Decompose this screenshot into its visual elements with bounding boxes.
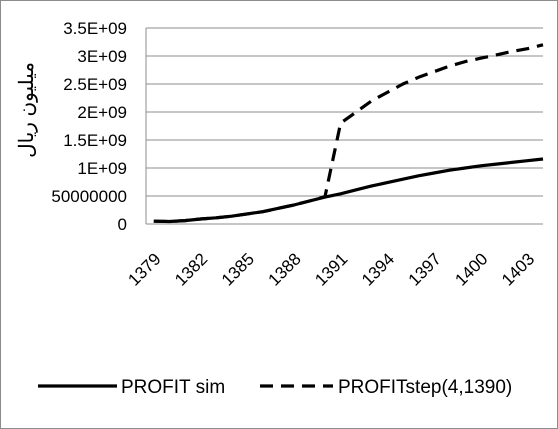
series-line-step	[153, 43, 544, 224]
x-tick-label: 1397	[405, 249, 445, 289]
x-tick-label: 1379	[124, 249, 164, 289]
y-tick-label: 1E+09	[77, 159, 127, 178]
x-tick-label: 1394	[358, 249, 398, 289]
y-tick-label: 3.5E+09	[63, 19, 127, 38]
legend: PROFIT sim PROFITstep(4,1390)	[38, 377, 512, 398]
x-tick-label: 1385	[218, 249, 258, 289]
y-tick-label: 3E+09	[77, 47, 127, 66]
y-tick-label: 50000000	[51, 187, 127, 206]
x-tick-label: 1391	[311, 249, 351, 289]
legend-label: PROFITstep(4,1390)	[338, 377, 512, 398]
y-tick-label: 2E+09	[77, 103, 127, 122]
y-axis-label: میلیون ریال	[16, 62, 38, 158]
x-tick-label: 1403	[498, 249, 538, 289]
x-tick-label: 1382	[171, 249, 211, 289]
x-tick-label: 1400	[451, 249, 491, 289]
y-tick-label: 2.5E+09	[63, 75, 127, 94]
y-tick-label: 0	[118, 215, 127, 234]
legend-label: PROFIT sim	[121, 377, 225, 398]
y-tick-label: 1.5E+09	[63, 131, 127, 150]
x-tick-label: 1388	[265, 249, 305, 289]
